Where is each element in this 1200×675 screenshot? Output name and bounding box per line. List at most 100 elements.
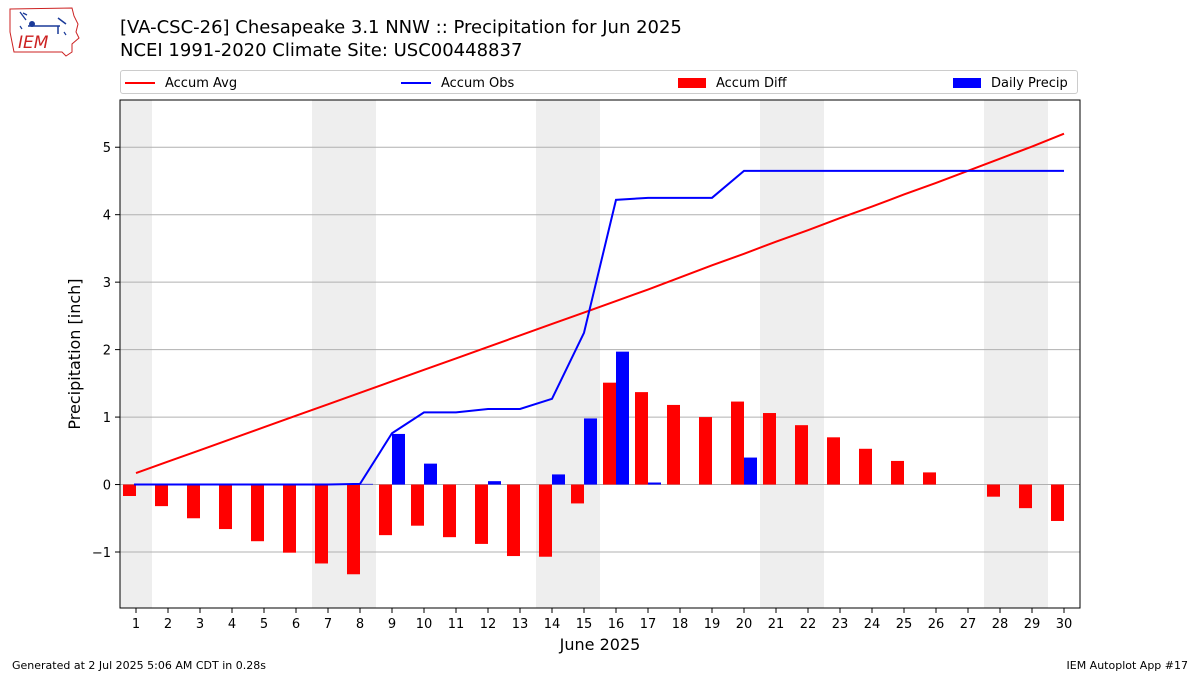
x-tick-label: 12 xyxy=(480,617,497,632)
bar-daily-precip xyxy=(360,483,373,485)
x-tick-label: 8 xyxy=(356,617,364,632)
bar-accum-diff xyxy=(1019,484,1032,509)
x-tick-label: 4 xyxy=(228,617,236,632)
legend-swatch-accum-diff xyxy=(678,78,706,88)
legend-label-accum-obs: Accum Obs xyxy=(441,75,515,91)
bar-accum-diff xyxy=(507,484,520,557)
x-tick-label: 15 xyxy=(576,617,593,632)
x-tick-label: 25 xyxy=(896,617,913,632)
y-tick-label: 1 xyxy=(103,411,111,426)
x-tick-label: 1 xyxy=(132,617,140,632)
bar-daily-precip xyxy=(488,481,501,485)
bar-accum-diff xyxy=(539,484,552,557)
x-tick-label: 7 xyxy=(324,617,332,632)
legend-item-accum-diff: Accum Diff xyxy=(678,74,787,92)
bar-accum-diff xyxy=(187,484,200,519)
bar-accum-diff xyxy=(571,484,584,504)
bar-accum-diff xyxy=(443,484,456,538)
bar-accum-diff xyxy=(475,484,488,544)
x-tick-label: 17 xyxy=(640,617,657,632)
x-tick-label: 16 xyxy=(608,617,625,632)
bar-accum-diff xyxy=(667,404,680,485)
x-tick-label: 23 xyxy=(832,617,849,632)
line-accum-obs xyxy=(134,169,1064,486)
chart-subtitle: NCEI 1991-2020 Climate Site: USC00448837 xyxy=(120,40,523,61)
bar-accum-diff xyxy=(155,484,168,507)
bar-accum-diff xyxy=(123,484,136,497)
y-tick-label: −1 xyxy=(92,546,111,561)
y-tick-label: 5 xyxy=(103,141,111,156)
legend-item-accum-obs: Accum Obs xyxy=(401,74,514,92)
bar-accum-diff xyxy=(763,413,776,485)
chart-title: [VA-CSC-26] Chesapeake 3.1 NNW :: Precip… xyxy=(120,17,682,38)
bar-accum-diff xyxy=(699,417,712,485)
footer-app: IEM Autoplot App #17 xyxy=(1066,659,1189,672)
x-tick-label: 11 xyxy=(448,617,465,632)
x-tick-label: 9 xyxy=(388,617,396,632)
bar-daily-precip xyxy=(552,474,565,485)
x-tick-label: 2 xyxy=(164,617,172,632)
bar-daily-precip xyxy=(616,351,629,485)
x-tick-label: 29 xyxy=(1024,617,1041,632)
legend: Accum Avg Accum Obs Accum Diff Daily Pre… xyxy=(120,70,1078,94)
bar-accum-diff xyxy=(603,382,616,485)
bar-accum-diff xyxy=(987,484,1000,497)
bar-marks xyxy=(123,351,1064,575)
bar-accum-diff xyxy=(731,401,744,485)
logo-text: IEM xyxy=(18,33,49,53)
legend-swatch-accum-obs xyxy=(401,82,431,84)
y-tick-label: 2 xyxy=(103,344,111,359)
bar-accum-diff xyxy=(923,472,936,485)
bar-daily-precip xyxy=(424,463,437,485)
bar-accum-diff xyxy=(251,484,264,542)
x-tick-label: 26 xyxy=(928,617,945,632)
bar-accum-diff xyxy=(411,484,424,526)
bar-accum-diff xyxy=(827,437,840,485)
x-tick-label: 22 xyxy=(800,617,817,632)
legend-swatch-accum-avg xyxy=(125,82,155,84)
y-axis: −1 0 1 2 3 4 5 xyxy=(92,141,120,561)
x-tick-label: 14 xyxy=(544,617,561,632)
bar-daily-precip xyxy=(744,457,757,485)
line-marks xyxy=(134,132,1065,486)
footer-generated: Generated at 2 Jul 2025 5:06 AM CDT in 0… xyxy=(12,659,266,672)
x-tick-label: 18 xyxy=(672,617,689,632)
x-tick-label: 20 xyxy=(736,617,753,632)
bar-daily-precip xyxy=(648,482,661,485)
y-tick-label: 3 xyxy=(103,276,111,291)
x-axis: 1 2 3 4 5 6 7 8 9 10 11 12 13 14 15 16 17 18 19 20 21 22 23 24 2… xyxy=(132,608,1072,632)
weekend-shade xyxy=(984,100,1016,608)
bar-accum-diff xyxy=(219,484,232,530)
x-tick-label: 10 xyxy=(416,617,433,632)
legend-item-daily-precip: Daily Precip xyxy=(953,74,1068,92)
bar-accum-diff xyxy=(635,392,648,485)
x-tick-label: 3 xyxy=(196,617,204,632)
legend-label-daily-precip: Daily Precip xyxy=(991,75,1068,91)
weekend-shade xyxy=(1016,100,1048,608)
x-tick-label: 6 xyxy=(292,617,300,632)
bar-accum-diff xyxy=(315,484,328,564)
legend-swatch-daily-precip xyxy=(953,78,981,88)
y-tick-label: 0 xyxy=(103,479,111,494)
plot-frame xyxy=(119,99,1081,609)
line-accum-avg xyxy=(135,132,1065,475)
bar-accum-diff xyxy=(891,460,904,485)
y-tick-label: 4 xyxy=(103,209,111,224)
y-axis-label: Precipitation [inch] xyxy=(65,278,84,429)
x-tick-label: 30 xyxy=(1056,617,1073,632)
x-tick-label: 28 xyxy=(992,617,1009,632)
logo-wind-icon xyxy=(19,11,28,21)
weekend-shade xyxy=(120,100,152,608)
bar-accum-diff xyxy=(347,484,360,575)
bar-accum-diff xyxy=(379,484,392,536)
bar-daily-precip xyxy=(392,433,405,485)
weekend-shade xyxy=(760,100,792,608)
x-axis-label: June 2025 xyxy=(559,635,641,654)
logo-arm-icon xyxy=(28,17,67,34)
x-tick-label: 24 xyxy=(864,617,881,632)
legend-item-accum-avg: Accum Avg xyxy=(125,74,237,92)
x-tick-label: 21 xyxy=(768,617,785,632)
iem-logo: IEM xyxy=(9,7,80,57)
legend-label-accum-avg: Accum Avg xyxy=(165,75,238,91)
